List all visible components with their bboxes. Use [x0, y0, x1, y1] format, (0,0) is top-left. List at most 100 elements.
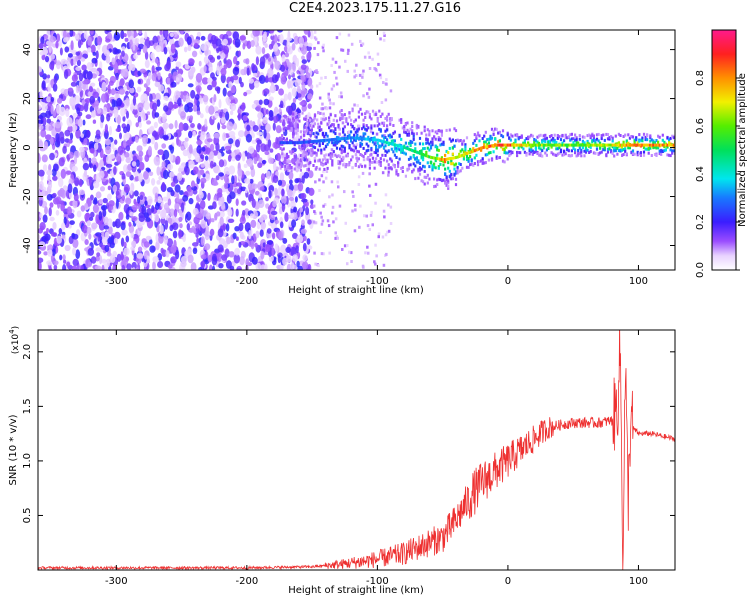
spectrogram-noise-mark: [208, 54, 214, 61]
spectrogram-ridge-mark: [625, 139, 628, 143]
spectrogram-ridge-mark: [411, 125, 414, 128]
spectrogram-ridge-core: [350, 136, 353, 140]
spectrogram-ridge-core: [555, 143, 558, 147]
spectrogram-noise-mark: [71, 233, 75, 238]
spectrogram-ridge-mark: [444, 167, 447, 171]
spectrogram-ridge-mark: [407, 133, 411, 137]
spectrogram-noise-mark: [227, 154, 232, 162]
spectrogram-noise-mark: [152, 256, 159, 263]
spectrogram-ridge-core: [636, 143, 639, 147]
spectrogram-ridge-mark: [357, 150, 360, 154]
spectrogram-noise-mark: [102, 208, 107, 217]
spectrogram-noise-mark: [120, 107, 126, 117]
spectrogram-noise-mark: [282, 237, 288, 244]
spectrogram-noise-mark: [304, 201, 309, 208]
spectrogram-ridge-mark: [386, 150, 389, 154]
spectrogram-noise-mark: [307, 263, 312, 270]
spectrogram-ridge-mark: [563, 150, 566, 154]
spectrogram-ridge-core: [506, 143, 509, 147]
spectrogram-noise-mark: [122, 68, 129, 78]
spectrogram-noise-mark: [74, 177, 80, 187]
spectrogram-noise-mark: [271, 74, 278, 84]
spectrogram-noise-mark: [367, 251, 370, 255]
spectrogram-noise-mark: [57, 97, 63, 104]
spectrogram-noise-mark: [144, 200, 148, 206]
spectrogram-ridge-core: [343, 137, 346, 140]
spectrogram-ridge-mark: [606, 133, 610, 136]
spectrogram-ridge-core: [650, 143, 653, 147]
spectrogram-noise-mark: [344, 221, 347, 225]
spectrogram-ridge-mark: [346, 122, 349, 126]
spectrogram-noise-mark: [279, 221, 284, 229]
spectrogram-ridge-core: [414, 150, 417, 154]
spectrogram-ridge-mark: [404, 174, 407, 178]
colorbar: 0.00.20.40.60.8 Normalized spectral ampl…: [695, 29, 748, 278]
spectrogram-ridge-core: [614, 143, 617, 147]
spectrogram-ridge-mark: [638, 139, 641, 143]
spectrogram-ridge-mark: [556, 134, 559, 137]
spectrogram-ridge-core: [439, 157, 442, 161]
spectrogram-ridge-mark: [647, 146, 650, 150]
spectrogram-noise-mark: [52, 175, 58, 181]
spectrogram-ridge-mark: [428, 165, 431, 169]
spectrogram-noise-mark: [115, 153, 121, 162]
spectrogram-ridge-mark: [436, 183, 439, 186]
spectrogram-ridge-mark: [533, 138, 536, 141]
spectrogram-ridge-mark: [584, 150, 588, 154]
spectrogram-noise-mark: [377, 235, 380, 239]
spectrogram-ridge-mark: [436, 148, 439, 152]
spectrogram-noise-mark: [53, 264, 58, 270]
spectrogram-ridge-mark: [403, 151, 406, 155]
spectrogram-noise-mark: [51, 248, 56, 256]
spectrogram-ridge-mark: [429, 140, 433, 144]
spectrogram-ridge-mark: [584, 147, 588, 151]
spectrogram-noise-mark: [333, 70, 336, 74]
spectrogram-ridge-mark: [440, 179, 443, 183]
spectrogram-ridge-core: [525, 143, 528, 147]
spectrogram-ridge-core: [605, 143, 608, 147]
spectrogram-ridge-mark: [279, 119, 282, 123]
spectrogram-noise-mark: [91, 110, 96, 118]
spectrogram-noise-mark: [237, 113, 241, 121]
snr-scale-exponent: 4: [8, 329, 16, 334]
spectrogram-ridge-mark: [631, 135, 635, 139]
spectrogram-noise-mark: [235, 236, 239, 241]
spectrogram-ridge-mark: [406, 133, 409, 137]
spectrogram-noise-mark: [92, 51, 97, 56]
spectrogram-ridge-mark: [282, 147, 285, 151]
spectrogram-ridge-core: [577, 143, 580, 147]
spectrogram-noise-mark: [82, 80, 88, 85]
spectrogram-ridge-mark: [478, 134, 481, 138]
spectrogram-ridge-mark: [381, 143, 384, 147]
spectrogram-ridge-mark: [375, 151, 378, 155]
spectrogram-ridge-mark: [550, 138, 553, 142]
spectrogram-noise-mark: [295, 57, 299, 67]
spectrogram-noise-mark: [194, 42, 199, 48]
spectrogram-ridge-mark: [669, 136, 672, 140]
spectrogram-ridge-core: [453, 156, 456, 160]
spectrogram-ridge-mark: [360, 127, 364, 131]
spectrogram-ridge-mark: [671, 149, 674, 153]
spectrogram-noise-mark: [248, 229, 252, 240]
spectrogram-noise-mark: [113, 31, 121, 41]
spectrogram-noise-mark: [358, 225, 361, 229]
spectrogram-ridge-mark: [357, 165, 360, 169]
spectrogram-noise-mark: [222, 87, 227, 97]
spectrogram-noise-mark: [178, 122, 184, 132]
spectrogram-ridge-core: [462, 153, 465, 157]
spectrogram-ridge-mark: [572, 141, 575, 145]
spectrogram-ridge-mark: [592, 138, 595, 142]
spectrogram-noise-mark: [65, 170, 72, 175]
spectrogram-noise-mark: [134, 136, 139, 143]
spectrogram-ridge-mark: [365, 110, 368, 114]
spectrogram-noise-mark: [238, 222, 244, 232]
spectrogram-noise-mark: [356, 104, 359, 108]
spectrogram-noise-mark: [296, 234, 304, 244]
spectrogram-noise-mark: [368, 184, 371, 188]
spectrogram-ridge-mark: [473, 133, 476, 137]
spectrogram-noise-mark: [228, 130, 236, 138]
spectrogram-ridge-core: [519, 143, 522, 147]
spectrogram-ridge-mark: [440, 156, 443, 160]
spectrogram-noise-mark: [387, 229, 391, 233]
spectrogram-ridge-mark: [315, 135, 318, 139]
